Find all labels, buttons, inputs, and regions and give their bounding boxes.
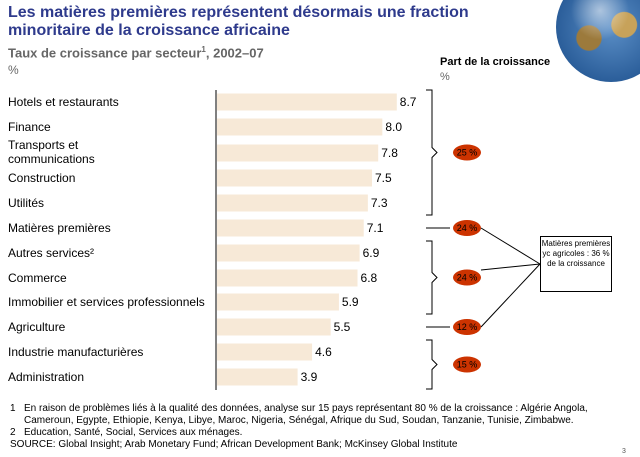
share-badge (453, 220, 481, 236)
bar (217, 343, 313, 361)
bar (217, 219, 364, 237)
bar-value-label: 4.6 (315, 345, 332, 359)
footnotes: 1 En raison de problèmes liés à la quali… (8, 403, 633, 451)
subtitle-text: Taux de croissance par secteur (8, 45, 202, 61)
bar (217, 118, 383, 136)
share-badge-label: 24 % (457, 223, 478, 233)
callout-leader-line (480, 227, 541, 265)
page-title: Les matières premières représentent déso… (8, 4, 469, 39)
category-label: Administration (8, 370, 84, 384)
bar (217, 144, 379, 162)
share-badge (453, 319, 481, 335)
bar (217, 169, 372, 187)
category-label: Industrie manufacturières (8, 345, 143, 359)
subtitle-years: , 2002–07 (205, 45, 264, 61)
footnote-2: 2 Education, Santé, Social, Services aux… (8, 427, 633, 439)
callout-leader-line (480, 263, 541, 271)
category-label: Utilités (8, 196, 44, 210)
category-label: Construction (8, 171, 75, 185)
share-badge-label: 24 % (457, 273, 478, 283)
share-badge (453, 356, 481, 373)
bar-value-label: 5.5 (334, 320, 351, 334)
group-bracket (426, 339, 438, 390)
share-badge-label: 12 % (457, 322, 478, 332)
chart-subtitle: Taux de croissance par secteur1, 2002–07 (8, 45, 264, 60)
bar-value-label: 3.9 (301, 370, 318, 384)
share-badge-label: 25 % (457, 148, 478, 158)
footnote-number: 2 (10, 427, 16, 438)
chart-unit: % (8, 63, 19, 77)
category-label: Transports et communications (8, 138, 95, 166)
bar-chart: 8.7 Hotels et restaurants 8.0 Finance 7.8 Tra… (8, 89, 541, 390)
category-label: Commerce (8, 271, 67, 285)
footnote-1: 1 En raison de problèmes liés à la quali… (8, 403, 633, 427)
category-label: Autres services² (8, 246, 94, 260)
footnote-number: 1 (10, 403, 16, 414)
category-label: Agriculture (8, 320, 66, 334)
bar (217, 269, 358, 287)
share-panel-title: Part de la croissance (440, 56, 551, 68)
footnote-text: En raison de problèmes liés à la qualité… (24, 403, 588, 426)
share-badge-label: 15 % (457, 360, 478, 370)
bar-value-label: 6.8 (361, 271, 378, 285)
bar-value-label: 6.9 (363, 246, 380, 260)
bar (217, 194, 368, 212)
category-label: Matières premières (8, 221, 111, 235)
bar-value-label: 5.9 (342, 295, 359, 309)
group-bracket (426, 89, 438, 216)
bar-value-label: 8.7 (400, 95, 417, 109)
bar (217, 93, 397, 111)
page-number: 3 (622, 448, 626, 455)
category-label: Hotels et restaurants (8, 95, 119, 109)
callout-leader-line (480, 263, 541, 328)
source-line: SOURCE: Global Insight; Arab Monetary Fu… (10, 439, 458, 450)
bar (217, 318, 331, 336)
bar (217, 368, 298, 386)
category-label: Immobilier et services professionnels (8, 295, 205, 309)
bar-value-label: 7.8 (381, 146, 398, 160)
bar-value-label: 7.5 (375, 171, 392, 185)
bar (217, 244, 360, 262)
bar-value-label: 7.1 (367, 221, 384, 235)
share-badge (453, 269, 481, 286)
category-label: Finance (8, 120, 51, 134)
callout-box: Matières premières yc agricoles : 36 % d… (540, 236, 612, 292)
footnote-text: Education, Santé, Social, Services aux m… (24, 427, 243, 438)
bar-value-label: 8.0 (385, 120, 402, 134)
share-badge (453, 144, 481, 161)
subtitle-footnote-ref: 1 (201, 45, 206, 54)
bar-value-label: 7.3 (371, 196, 388, 210)
group-bracket (426, 240, 438, 315)
bar (217, 293, 339, 311)
share-panel-unit: % (440, 71, 450, 83)
